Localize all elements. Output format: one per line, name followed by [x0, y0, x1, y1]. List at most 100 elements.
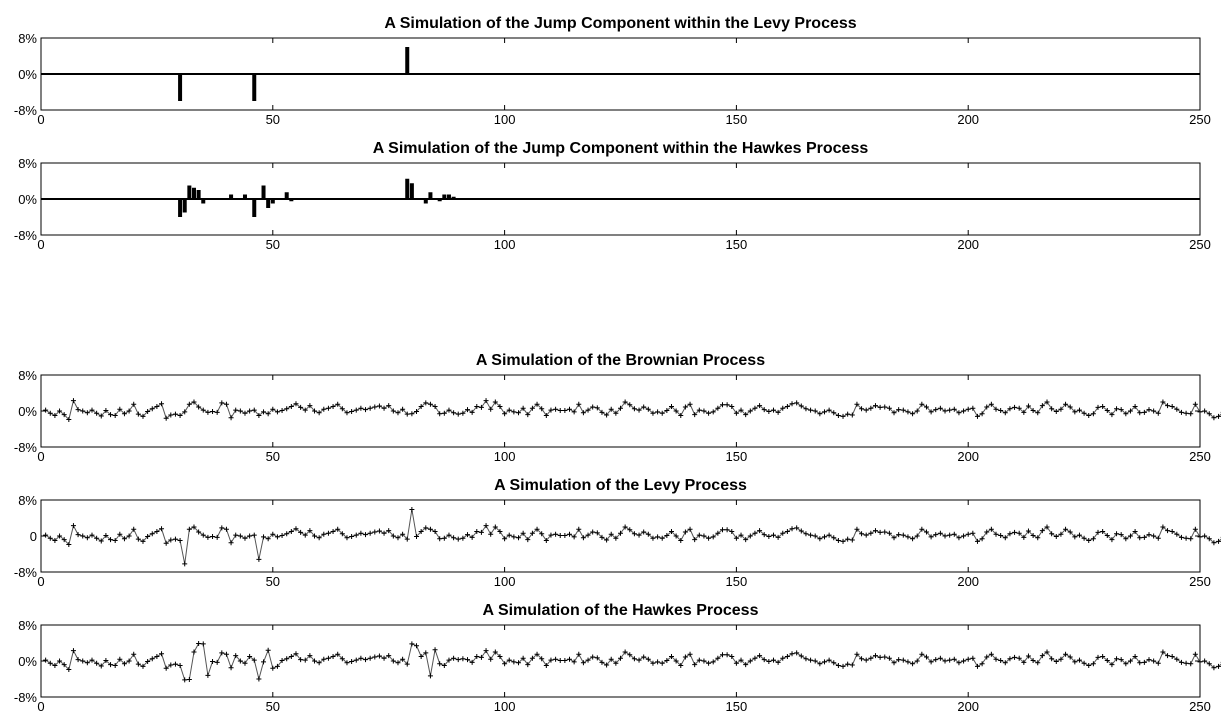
data-point-marker	[140, 413, 146, 419]
data-point-marker	[692, 662, 698, 668]
data-point-marker	[117, 406, 123, 412]
data-point-marker	[919, 651, 925, 657]
data-point-marker	[1132, 529, 1138, 534]
data-point-marker	[585, 407, 591, 413]
data-point-marker	[404, 411, 410, 417]
jump-bar	[191, 187, 196, 199]
data-point-marker	[548, 407, 554, 413]
data-point-marker	[1095, 654, 1101, 660]
data-point-marker	[678, 663, 684, 668]
data-point-marker	[52, 413, 58, 418]
data-point-marker	[840, 413, 846, 419]
data-point-marker	[256, 676, 262, 682]
data-point-marker	[821, 659, 827, 665]
data-point-marker	[905, 659, 911, 665]
data-point-marker	[900, 532, 906, 538]
jump-bar	[405, 47, 410, 74]
data-point-marker	[135, 661, 141, 667]
x-tick-label: 200	[957, 449, 979, 464]
data-point-marker	[752, 405, 758, 411]
data-point-marker	[117, 656, 123, 662]
data-point-marker	[529, 405, 535, 411]
panel-1: A Simulation of the Jump Component withi…	[14, 15, 1211, 127]
data-point-marker	[1127, 658, 1133, 664]
data-point-marker	[1192, 401, 1198, 407]
data-point-marker	[61, 412, 67, 418]
data-point-marker	[316, 535, 322, 541]
jump-bar	[178, 74, 183, 101]
jump-bar	[182, 199, 187, 213]
data-point-marker	[353, 657, 359, 663]
data-point-marker	[923, 654, 929, 660]
data-point-marker	[812, 658, 818, 664]
data-point-marker	[423, 650, 429, 656]
data-point-marker	[576, 526, 582, 532]
data-point-marker	[631, 531, 637, 537]
data-point-marker	[580, 535, 586, 541]
data-point-marker	[1174, 531, 1180, 537]
data-point-marker	[61, 662, 67, 668]
data-point-marker	[877, 654, 883, 660]
data-point-marker	[451, 410, 457, 416]
data-point-marker	[668, 404, 674, 409]
data-point-marker	[974, 538, 980, 544]
data-point-marker	[733, 535, 739, 541]
jump-bar	[187, 185, 192, 199]
data-point-marker	[455, 657, 461, 663]
data-point-marker	[928, 659, 934, 665]
data-point-marker	[182, 409, 188, 415]
data-point-marker	[1146, 532, 1152, 538]
data-point-marker	[1132, 404, 1138, 409]
jump-bar	[437, 199, 442, 202]
data-point-marker	[1197, 659, 1203, 665]
jump-bar	[229, 194, 234, 199]
data-point-marker	[668, 529, 674, 534]
data-point-marker	[562, 408, 568, 414]
data-point-marker	[747, 658, 753, 664]
data-point-marker	[298, 657, 304, 663]
data-point-marker	[738, 407, 744, 413]
data-point-marker	[1109, 662, 1115, 668]
data-point-marker	[840, 538, 846, 544]
x-tick-label: 0	[37, 699, 44, 714]
x-tick-label: 150	[726, 699, 748, 714]
data-point-marker	[678, 538, 684, 543]
data-point-marker	[849, 662, 855, 668]
data-point-marker	[993, 406, 999, 412]
jump-bar	[428, 192, 433, 199]
data-point-marker	[321, 531, 327, 537]
data-point-marker	[279, 533, 285, 539]
data-point-marker	[590, 404, 596, 410]
data-point-marker	[1211, 540, 1217, 546]
data-point-marker	[233, 407, 239, 413]
data-point-marker	[163, 665, 169, 671]
data-point-marker	[1095, 529, 1101, 535]
data-point-marker	[409, 506, 415, 512]
data-point-marker	[1104, 408, 1110, 414]
x-tick-label: 150	[726, 112, 748, 127]
data-point-marker	[710, 659, 716, 665]
data-point-marker	[1072, 409, 1078, 415]
data-point-marker	[210, 533, 216, 539]
data-point-marker	[400, 656, 406, 662]
data-point-marker	[66, 542, 72, 548]
data-point-marker	[293, 526, 299, 532]
data-point-marker	[974, 663, 980, 669]
x-tick-label: 100	[494, 112, 516, 127]
data-point-marker	[131, 526, 137, 532]
data-point-marker	[219, 400, 225, 406]
data-point-marker	[242, 410, 248, 416]
data-point-marker	[585, 532, 591, 538]
data-point-marker	[539, 406, 545, 412]
data-point-marker	[1197, 409, 1203, 415]
data-point-marker	[780, 655, 786, 661]
data-point-marker	[877, 529, 883, 535]
data-point-marker	[131, 651, 137, 657]
x-tick-label: 150	[726, 449, 748, 464]
data-point-marker	[673, 533, 679, 539]
data-point-marker	[237, 658, 243, 664]
data-point-marker	[1211, 665, 1217, 671]
data-point-marker	[214, 534, 220, 540]
data-point-marker	[395, 660, 401, 666]
data-point-marker	[427, 673, 433, 679]
